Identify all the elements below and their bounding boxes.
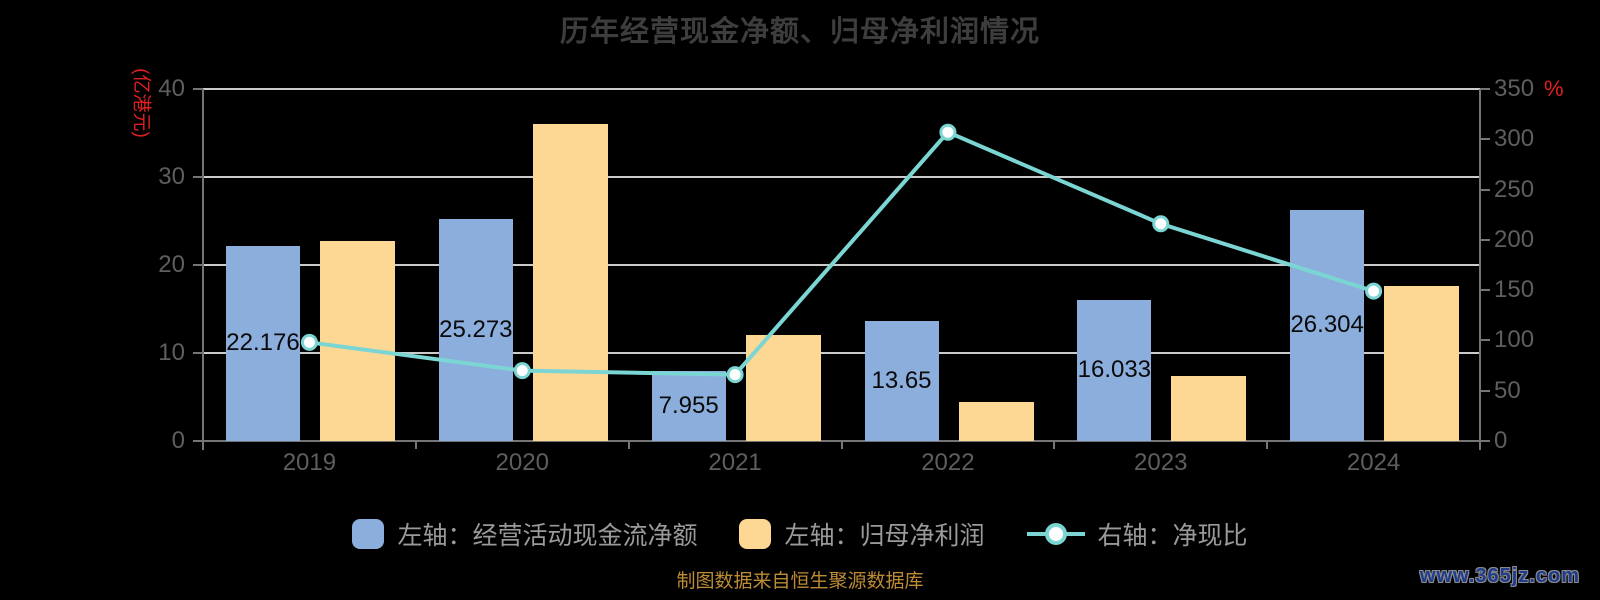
ratio-line-marker-icon — [1026, 523, 1085, 545]
legend-item-operating-cashflow: 左轴：经营活动现金流净额 — [352, 516, 697, 552]
x-axis-tick — [1479, 441, 1481, 449]
x-axis-category-label: 2021 — [708, 449, 762, 476]
gridline — [203, 88, 1480, 90]
right-axis-tick-label: 300 — [1494, 125, 1535, 153]
right-axis-tick-label: 0 — [1494, 427, 1508, 454]
x-axis-tick — [1053, 441, 1056, 449]
left-axis-tick — [193, 176, 203, 178]
net-profit-bar — [958, 401, 1034, 441]
legend-item-net-profit: 左轴：归母净利润 — [739, 516, 985, 552]
net-profit-bar — [745, 335, 821, 441]
right-axis-tick-label: 150 — [1494, 276, 1535, 304]
legend-label: 右轴：净现比 — [1097, 522, 1248, 550]
ratio-point — [513, 362, 531, 380]
left-axis-tick-label: 10 — [158, 339, 185, 366]
bar-value-label: 22.176 — [226, 329, 300, 357]
gridline — [203, 176, 1480, 178]
right-axis-tick-label: 100 — [1494, 326, 1535, 354]
right-axis-tick — [1480, 188, 1490, 191]
right-axis-tick — [1480, 289, 1490, 292]
left-axis-tick — [193, 440, 203, 442]
left-axis-tick — [193, 352, 203, 354]
left-axis-tick — [193, 264, 203, 266]
bar-value-label: 16.033 — [1077, 356, 1152, 384]
x-axis-category-label: 2019 — [282, 449, 337, 476]
x-axis-tick — [1266, 441, 1269, 449]
left-axis-line — [202, 89, 204, 450]
operating-cashflow-bar — [226, 245, 300, 441]
bar-value-label: 26.304 — [1290, 311, 1364, 339]
right-axis-tick — [1480, 339, 1490, 342]
site-watermark: www.365jz.com — [1419, 565, 1580, 587]
net-profit-bar — [532, 124, 608, 441]
operating-cashflow-bar — [651, 370, 726, 441]
right-axis-unit: % — [1544, 76, 1564, 101]
cashflow-swatch-icon — [352, 519, 385, 549]
net-profit-bar — [1171, 375, 1247, 441]
right-axis-tick — [1480, 238, 1490, 241]
net-profit-swatch-icon — [739, 519, 772, 549]
x-axis-tick — [414, 441, 417, 449]
right-axis-tick — [1480, 389, 1490, 392]
x-axis-tick — [202, 441, 204, 449]
left-axis-tick-label: 20 — [158, 251, 185, 278]
x-axis-category-label: 2024 — [1346, 449, 1401, 476]
chart-legend: 左轴：经营活动现金流净额 左轴：归母净利润 右轴：净现比 — [0, 516, 1600, 552]
left-axis-tick-label: 30 — [158, 163, 185, 190]
right-axis-tick-label: 350 — [1494, 75, 1535, 102]
right-axis-line — [1479, 89, 1481, 450]
chart-title: 历年经营现金净额、归母净利润情况 — [559, 16, 1040, 48]
x-axis-category-label: 2022 — [921, 449, 975, 476]
right-axis-tick-label: 200 — [1494, 225, 1535, 253]
bar-value-label: 25.273 — [439, 315, 513, 343]
bar-value-label: 7.955 — [658, 391, 719, 419]
data-source-note: 制图数据来自恒生聚源数据库 — [676, 571, 924, 592]
right-axis-tick — [1480, 440, 1490, 442]
x-axis-category-label: 2020 — [495, 449, 549, 476]
right-axis-tick-label: 50 — [1494, 376, 1521, 404]
left-axis-tick-label: 40 — [158, 75, 185, 102]
legend-label: 左轴：归母净利润 — [784, 522, 985, 550]
legend-label: 左轴：经营活动现金流净额 — [397, 522, 698, 550]
ratio-point — [726, 366, 744, 384]
x-axis-category-label: 2023 — [1134, 449, 1188, 476]
net-profit-bar — [1384, 286, 1460, 441]
left-axis-tick — [193, 88, 203, 90]
right-axis-tick — [1480, 138, 1490, 141]
x-axis-tick — [627, 441, 630, 449]
x-axis-tick — [840, 441, 843, 449]
ratio-point — [1152, 215, 1170, 233]
bar-value-label: 13.65 — [871, 366, 932, 394]
legend-item-ratio: 右轴：净现比 — [1026, 516, 1248, 552]
ratio-point — [1365, 282, 1383, 300]
left-axis-tick-label: 0 — [171, 427, 185, 454]
ratio-point — [939, 123, 957, 141]
right-axis-tick-label: 250 — [1494, 175, 1535, 203]
net-profit-bar — [320, 241, 395, 441]
right-axis-tick — [1480, 88, 1490, 90]
